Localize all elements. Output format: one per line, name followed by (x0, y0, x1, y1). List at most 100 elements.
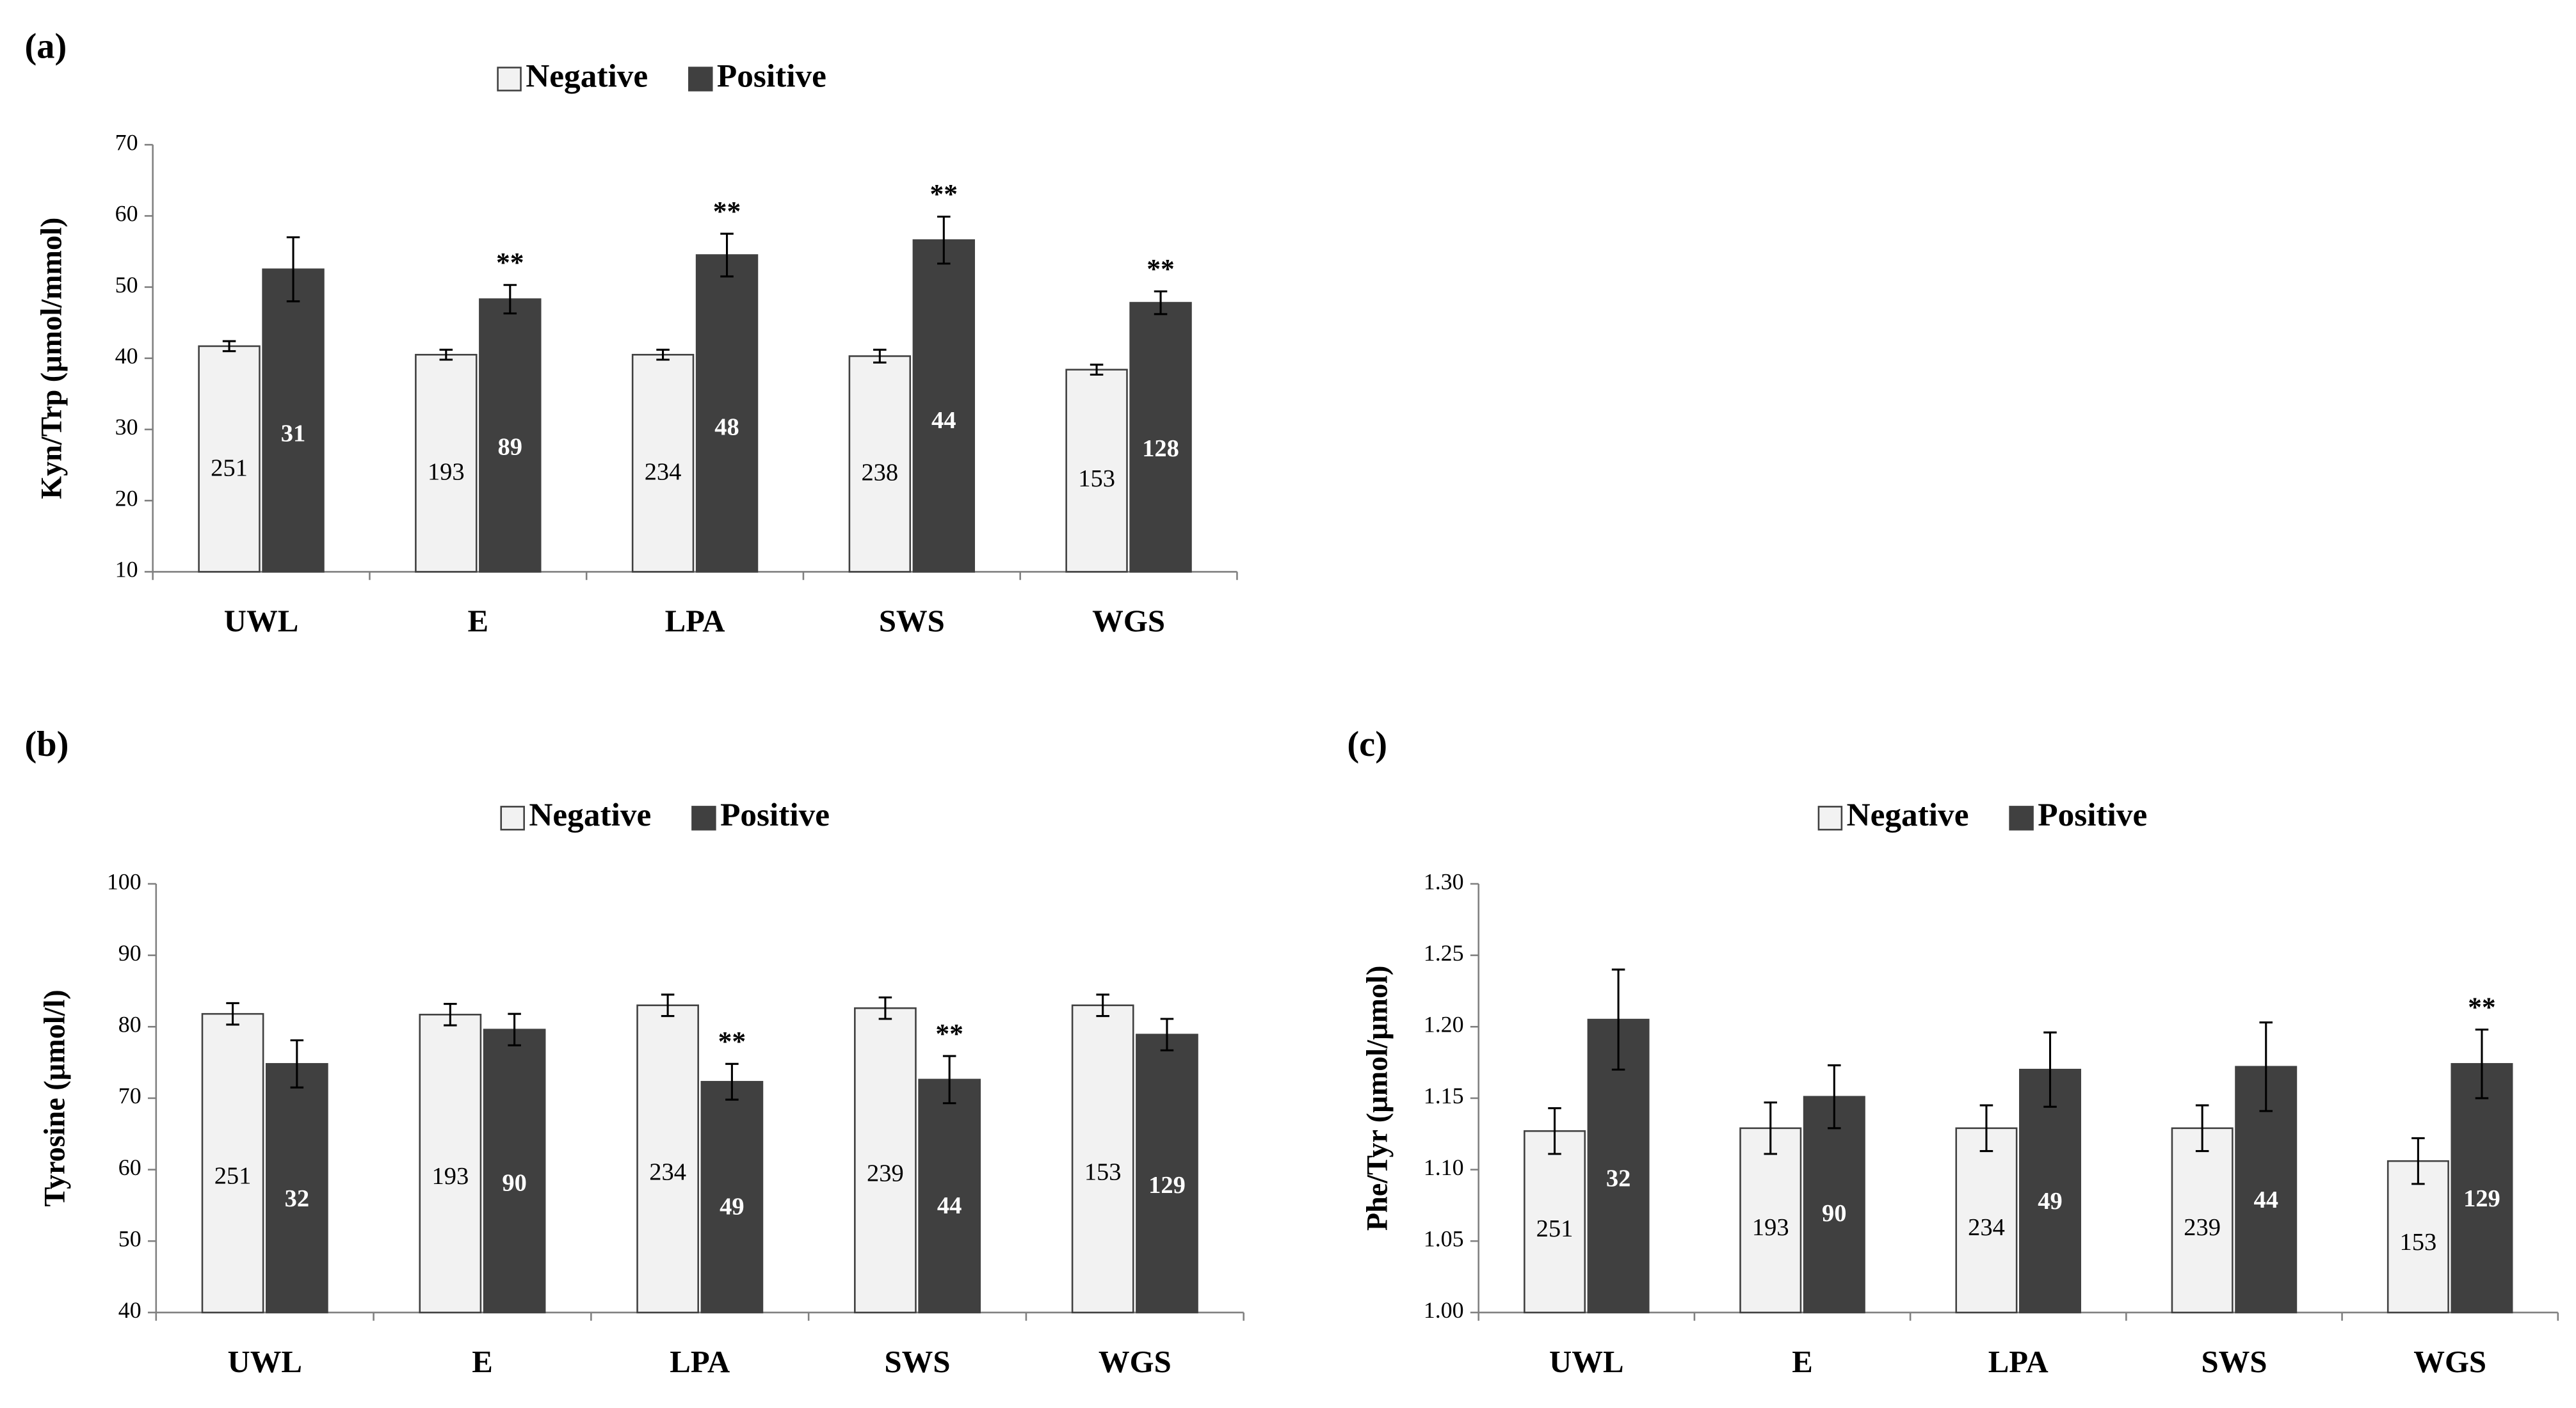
significance-label: ** (930, 179, 958, 210)
x-tick-label: E (468, 604, 489, 639)
bar (2019, 1068, 2082, 1314)
error-bar (661, 993, 675, 1018)
bar (1065, 369, 1128, 573)
count-label: 129 (2463, 1185, 2500, 1212)
x-tick-label: LPA (665, 604, 725, 639)
x-tick-label: UWL (227, 1345, 302, 1379)
legend-swatch (2009, 806, 2034, 831)
bar (695, 254, 759, 573)
x-tick-label: UWL (1549, 1345, 1623, 1379)
y-tick-label: 50 (115, 272, 138, 298)
count-label: 32 (1606, 1165, 1630, 1192)
legend-swatch (497, 67, 522, 92)
error-bar (1828, 1064, 1841, 1130)
x-tick-label: SWS (879, 604, 945, 639)
bar (265, 1063, 328, 1314)
x-tick-label: LPA (1988, 1345, 2049, 1379)
count-label: 234 (645, 459, 682, 486)
panel-label: (a) (24, 26, 67, 66)
error-bar (1090, 364, 1104, 376)
count-label: 44 (937, 1192, 962, 1219)
count-label: 193 (428, 459, 465, 486)
y-tick-label: 40 (115, 343, 138, 369)
error-bar (942, 1055, 956, 1105)
error-bar (286, 236, 300, 303)
error-bar (2475, 1028, 2489, 1100)
count-label: 48 (714, 414, 739, 441)
count-label: 89 (498, 434, 522, 461)
count-label: 44 (2253, 1187, 2278, 1213)
x-tick-label: E (1792, 1345, 1813, 1379)
error-bar (1096, 993, 1109, 1018)
count-label: 234 (1968, 1214, 2005, 1241)
y-tick-label: 10 (115, 557, 138, 582)
bar (1739, 1127, 1802, 1314)
x-tick-label: WGS (2413, 1345, 2486, 1379)
x-tick-label: WGS (1099, 1345, 1171, 1379)
y-tick-label: 1.30 (1424, 868, 1464, 894)
y-tick-label: 20 (115, 485, 138, 511)
error-bar (508, 1012, 521, 1046)
count-label: 90 (1822, 1200, 1846, 1227)
legend-label: Positive (717, 58, 826, 94)
bar (2171, 1127, 2234, 1314)
error-bar (439, 348, 453, 361)
error-bar (1154, 290, 1168, 316)
count-label: 239 (2184, 1214, 2221, 1241)
panel-label: (b) (24, 724, 68, 764)
x-tick-label: E (472, 1345, 493, 1379)
y-tick-label: 1.15 (1424, 1083, 1464, 1108)
bar (1524, 1130, 1586, 1314)
count-label: 32 (285, 1185, 309, 1212)
error-bar (937, 215, 951, 265)
count-label: 49 (720, 1193, 744, 1220)
significance-label: ** (2468, 992, 2496, 1023)
count-label: 193 (1752, 1214, 1789, 1241)
error-bar (1548, 1107, 1561, 1155)
y-tick-label: 1.25 (1424, 940, 1464, 966)
error-bar (878, 996, 892, 1020)
y-axis-label: Phe/Tyr (µmol/µmol) (1360, 966, 1393, 1231)
error-bar (503, 284, 517, 315)
y-tick-label: 30 (115, 414, 138, 440)
y-tick-label: 70 (115, 129, 138, 155)
count-label: 238 (861, 460, 898, 486)
count-label: 251 (214, 1163, 252, 1190)
y-tick-label: 70 (118, 1083, 141, 1108)
count-label: 90 (502, 1170, 526, 1197)
y-tick-label: 60 (118, 1155, 141, 1180)
bar (912, 239, 976, 573)
bar (631, 353, 695, 573)
significance-label: ** (496, 247, 524, 278)
y-tick-label: 80 (118, 1012, 141, 1037)
bar (483, 1028, 546, 1314)
legend-label: Negative (526, 58, 648, 94)
y-tick-label: 1.00 (1424, 1297, 1464, 1323)
legend-swatch (500, 806, 525, 831)
count-label: 153 (2400, 1229, 2437, 1256)
legend-label: Negative (1847, 797, 1969, 833)
y-tick-label: 1.05 (1424, 1226, 1464, 1251)
bar (854, 1007, 917, 1314)
error-bar (873, 348, 887, 364)
error-bar (1764, 1101, 1777, 1155)
y-tick-label: 1.20 (1424, 1012, 1464, 1037)
legend-swatch (1817, 806, 1843, 831)
bar (2451, 1063, 2513, 1314)
panel-label: (c) (1347, 724, 1387, 764)
count-label: 193 (431, 1163, 469, 1190)
error-bar (2043, 1031, 2057, 1108)
bar (198, 345, 261, 573)
error-bar (2411, 1137, 2425, 1185)
bar (1129, 301, 1192, 573)
error-bar (720, 232, 734, 278)
error-bar (725, 1062, 739, 1101)
error-bar (2195, 1104, 2209, 1153)
count-label: 128 (1142, 435, 1179, 462)
bar (1136, 1034, 1198, 1314)
y-axis-label: Tyrosine (µmol/l) (38, 989, 70, 1206)
error-bar (290, 1039, 304, 1089)
error-bar (444, 1003, 457, 1027)
count-label: 31 (281, 420, 305, 447)
